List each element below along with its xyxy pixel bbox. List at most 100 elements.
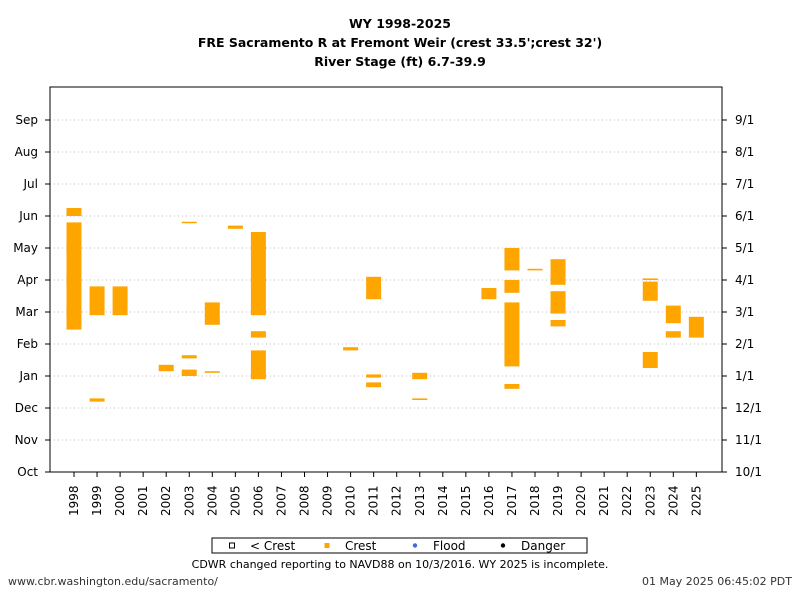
crest-segment — [66, 208, 82, 216]
x-tick-label: 2000 — [113, 485, 127, 516]
crest-segment — [366, 374, 382, 378]
y-tick-label-left: Dec — [15, 401, 38, 415]
crest-segment — [642, 281, 658, 301]
crest-segment — [642, 278, 658, 280]
x-tick-label: 2001 — [136, 485, 150, 516]
crest-segment — [366, 382, 382, 388]
chart-title-line-3: River Stage (ft) 6.7-39.9 — [314, 54, 486, 69]
y-tick-label-left: May — [13, 241, 38, 255]
y-tick-label-right: 3/1 — [735, 305, 754, 319]
x-tick-label: 2004 — [205, 485, 219, 516]
legend-label: < Crest — [250, 539, 296, 553]
crest-segment — [688, 316, 704, 338]
y-tick-label-left: Jun — [18, 209, 38, 223]
y-tick-label-left: Feb — [17, 337, 38, 351]
x-tick-label: 2013 — [413, 485, 427, 516]
y-tick-label-right: 10/1 — [735, 465, 762, 479]
y-tick-label-left: Jul — [23, 177, 38, 191]
x-tick-label: 2018 — [528, 485, 542, 516]
crest-segment — [366, 276, 382, 300]
y-tick-label-right: 11/1 — [735, 433, 762, 447]
y-tick-label-left: Aug — [15, 145, 38, 159]
crest-segment — [66, 222, 82, 272]
y-tick-label-left: Jan — [19, 369, 39, 383]
x-tick-label: 2012 — [390, 485, 404, 516]
crest-segment — [343, 347, 359, 351]
x-tick-label: 2023 — [643, 485, 657, 516]
y-tick-label-right: 9/1 — [735, 113, 754, 127]
crest-segment — [204, 302, 220, 325]
crest-segment — [181, 369, 197, 376]
x-tick-label: 2015 — [459, 485, 473, 516]
crest-segment — [112, 286, 128, 316]
crest-segment — [204, 371, 220, 373]
x-tick-label: 1999 — [90, 485, 104, 516]
legend: < Crest Crest Flood Danger — [211, 537, 588, 554]
crest-segment — [250, 331, 266, 338]
crest-segment — [227, 225, 243, 229]
crest-segment — [250, 248, 266, 316]
legend-marker-open-square-icon — [229, 542, 235, 549]
legend-marker-dot-icon — [412, 543, 418, 548]
x-tick-label: 2016 — [482, 485, 496, 516]
y-tick-label-right: 12/1 — [735, 401, 762, 415]
x-tick-label: 2009 — [321, 485, 335, 516]
x-tick-label: 2024 — [666, 485, 680, 516]
y-tick-label-left: Nov — [15, 433, 38, 447]
crest-segment — [504, 280, 520, 293]
crest-segment — [550, 320, 566, 327]
crest-segment — [89, 286, 105, 316]
y-tick-label-right: 7/1 — [735, 177, 754, 191]
crest-segment — [665, 305, 681, 324]
crest-segments — [66, 208, 704, 402]
footer-timestamp: 01 May 2025 06:45:02 PDT — [642, 575, 792, 588]
legend-marker-dot-icon — [500, 543, 506, 548]
y-tick-label-right: 8/1 — [735, 145, 754, 159]
crest-segment — [412, 398, 428, 400]
crest-segment — [481, 288, 497, 300]
y-axis-left: Oct Nov Dec Jan Feb Mar Apr May Jun Jul Aug Sep — [13, 113, 50, 479]
crest-segment — [550, 259, 566, 285]
footer-source[interactable]: www.cbr.washington.edu/sacramento/ — [8, 575, 218, 588]
crest-segment — [550, 291, 566, 314]
crest-segment — [181, 355, 197, 359]
legend-label: Flood — [433, 539, 466, 553]
x-tick-label: 1998 — [67, 485, 81, 516]
x-tick-label: 2014 — [436, 485, 450, 516]
x-tick-label: 2002 — [159, 485, 173, 516]
crest-segment — [181, 221, 197, 224]
y-tick-label-right: 1/1 — [735, 369, 754, 383]
x-tick-label: 2007 — [274, 485, 288, 516]
y-axis-right: 10/1 11/1 12/1 1/1 2/1 3/1 4/1 5/1 6/1 7/1 8/1 9/1 — [722, 113, 762, 479]
crest-segment — [158, 364, 174, 372]
chart-title-line-2: FRE Sacramento R at Fremont Weir (crest … — [198, 35, 602, 50]
legend-box — [211, 537, 588, 554]
x-tick-label: 2022 — [620, 485, 634, 516]
y-tick-label-right: 5/1 — [735, 241, 754, 255]
crest-segment — [412, 372, 428, 380]
gridlines — [50, 119, 722, 441]
crest-segment — [504, 248, 520, 271]
x-tick-label: 2025 — [689, 485, 703, 516]
y-tick-label-left: Mar — [15, 305, 38, 319]
y-tick-label-right: 6/1 — [735, 209, 754, 223]
y-tick-label-right: 4/1 — [735, 273, 754, 287]
crest-segment — [504, 302, 520, 367]
crest-segment — [89, 398, 105, 402]
crest-segment — [665, 331, 681, 338]
chart-note: CDWR changed reporting to NAVD88 on 10/3… — [192, 558, 609, 571]
x-tick-label: 2019 — [551, 485, 565, 516]
legend-marker-square-icon — [324, 543, 330, 548]
x-tick-label: 2008 — [298, 485, 312, 516]
y-tick-label-left: Apr — [17, 273, 38, 287]
x-axis: 1998 1999 2000 2001 2002 2003 2004 2005 2006 2007… — [67, 472, 703, 516]
x-tick-label: 2005 — [228, 485, 242, 516]
y-tick-label-left: Oct — [17, 465, 38, 479]
x-tick-label: 2011 — [367, 485, 381, 516]
x-tick-label: 2021 — [597, 485, 611, 516]
crest-segment — [642, 352, 658, 368]
crest-segment — [66, 272, 82, 330]
chart-title-line-1: WY 1998-2025 — [349, 16, 451, 31]
x-tick-label: 2003 — [182, 485, 196, 516]
crest-segment — [250, 350, 266, 380]
